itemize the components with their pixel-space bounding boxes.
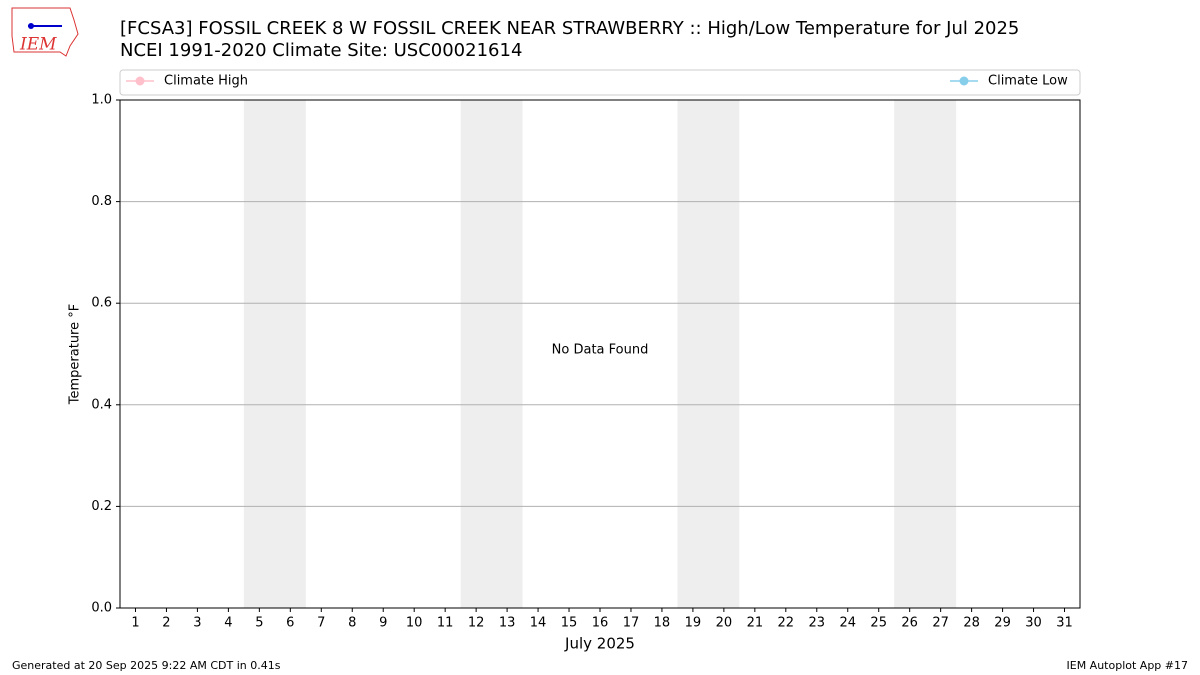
legend-box <box>119 69 1081 96</box>
x-tick-label: 16 <box>592 616 609 631</box>
y-tick-label: 0.0 <box>91 601 112 616</box>
x-tick-label: 3 <box>193 616 201 631</box>
x-tick-label: 20 <box>716 616 733 631</box>
legend-label: Climate High <box>164 74 248 89</box>
y-axis-label: Temperature °F <box>68 304 83 405</box>
x-tick-label: 9 <box>379 616 387 631</box>
x-tick-label: 27 <box>932 616 949 631</box>
logo-dot <box>28 23 34 29</box>
weekend-band <box>460 100 523 608</box>
x-tick-label: 21 <box>747 616 764 631</box>
y-tick-label: 1.0 <box>91 93 112 108</box>
x-tick-label: 17 <box>623 616 640 631</box>
x-tick-label: 22 <box>778 616 795 631</box>
x-tick-label: 8 <box>348 616 356 631</box>
weekend-band <box>243 100 306 608</box>
x-tick-label: 23 <box>809 616 826 631</box>
x-tick-label: 14 <box>530 616 547 631</box>
x-tick-label: 15 <box>561 616 578 631</box>
y-tick-label: 0.2 <box>91 499 112 514</box>
x-tick-label: 5 <box>255 616 263 631</box>
logo-text: IEM <box>19 35 57 55</box>
footer-left: Generated at 20 Sep 2025 9:22 AM CDT in … <box>12 659 281 672</box>
x-tick-label: 10 <box>406 616 423 631</box>
weekend-band <box>677 100 740 608</box>
weekend-band <box>894 100 957 608</box>
x-tick-label: 7 <box>317 616 325 631</box>
x-tick-label: 25 <box>870 616 887 631</box>
x-tick-label: 4 <box>224 616 232 631</box>
logo-outline <box>11 7 79 57</box>
x-axis-label: July 2025 <box>564 635 635 653</box>
x-tick-label: 30 <box>1025 616 1042 631</box>
x-tick-label: 28 <box>963 616 980 631</box>
x-tick-label: 19 <box>685 616 702 631</box>
x-tick-label: 12 <box>468 616 485 631</box>
y-tick-label: 0.6 <box>91 296 112 311</box>
footer-right: IEM Autoplot App #17 <box>1067 659 1189 672</box>
x-tick-label: 18 <box>654 616 671 631</box>
x-tick-label: 6 <box>286 616 294 631</box>
x-tick-label: 1 <box>131 616 139 631</box>
legend-label: Climate Low <box>988 74 1068 89</box>
y-tick-label: 0.4 <box>91 397 112 412</box>
x-tick-label: 2 <box>162 616 170 631</box>
logo: IEM <box>11 7 79 57</box>
chart-title: [FCSA3] FOSSIL CREEK 8 W FOSSIL CREEK NE… <box>120 18 1019 39</box>
legend-marker <box>135 76 145 86</box>
annotation: No Data Found <box>552 343 649 358</box>
legend-marker <box>959 76 969 86</box>
x-tick-label: 29 <box>994 616 1011 631</box>
x-tick-label: 26 <box>901 616 918 631</box>
chart-subtitle: NCEI 1991-2020 Climate Site: USC00021614 <box>120 40 522 61</box>
plot-frame <box>119 99 1081 609</box>
x-tick-label: 13 <box>499 616 516 631</box>
x-tick-label: 24 <box>839 616 856 631</box>
y-tick-label: 0.8 <box>91 194 112 209</box>
x-tick-label: 31 <box>1056 616 1073 631</box>
x-tick-label: 11 <box>437 616 454 631</box>
